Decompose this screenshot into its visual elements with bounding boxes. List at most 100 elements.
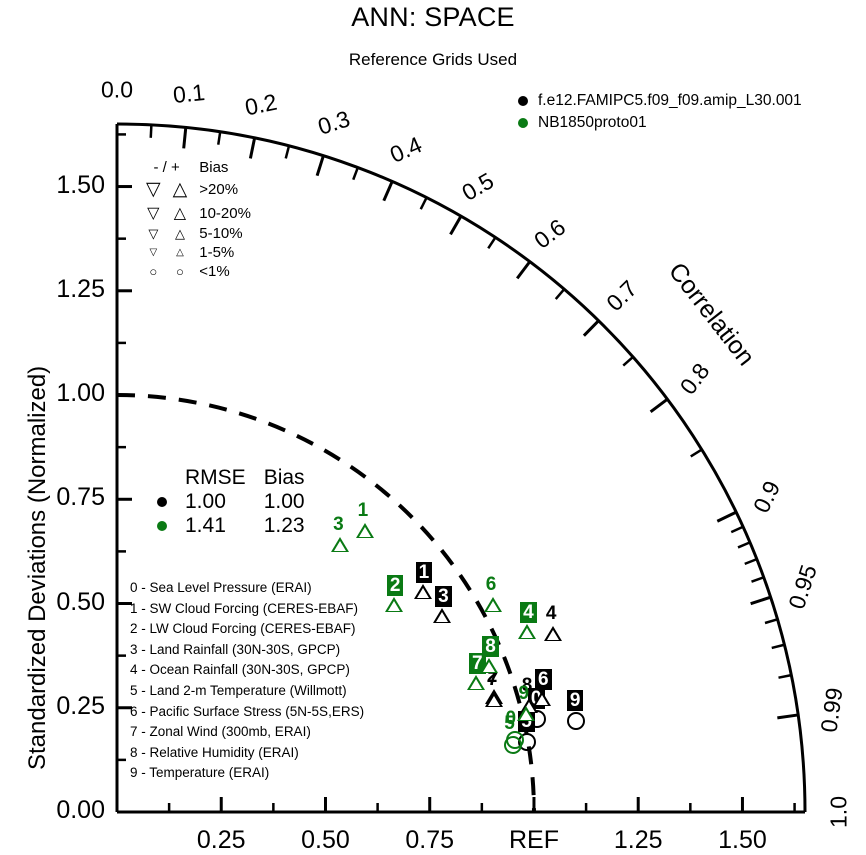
data-point-label: 2 <box>386 575 404 597</box>
reference-std-arc <box>116 393 536 813</box>
data-point-label: 8 <box>521 675 533 697</box>
bias-positive-marker-icon: △ <box>174 225 185 241</box>
y-axis-tick-label: 1.50 <box>56 170 105 199</box>
x-axis-tick-label: 0.50 <box>301 826 350 854</box>
y-axis-tick-label: 0.00 <box>56 796 105 824</box>
triangle-inner-fill <box>358 527 371 538</box>
bias-negative-marker-icon: ▽ <box>149 247 158 258</box>
outer-correlation-arc <box>116 122 807 813</box>
correlation-minor-tick <box>149 124 153 138</box>
data-point-marker-triangle-icon <box>543 625 562 641</box>
correlation-tick <box>449 215 463 236</box>
data-point-label: 3 <box>435 585 452 607</box>
bias-negative-marker-icon: ▽ <box>146 179 161 200</box>
triangle-inner-fill <box>546 629 559 640</box>
bias-size-legend: - / + Bias ▽ △ >20% ▽ △ 10-20% ▽ △ 5-10% ▽ △ 1-5% ○ ○ <1… <box>140 158 257 281</box>
data-point-label: 9 <box>518 683 530 705</box>
triangle-inner-fill <box>521 628 534 639</box>
variable-key-item: 5 - Land 2-m Temperature (Willmott) <box>130 682 347 698</box>
correlation-tick <box>716 510 737 523</box>
correlation-tick <box>248 137 257 159</box>
bias-legend-row: ▽ △ 5-10% <box>140 224 257 243</box>
correlation-minor-tick <box>764 618 778 625</box>
bias-legend-row: ▽ △ >20% <box>140 177 257 202</box>
bias-legend-row: ▽ △ 10-20% <box>140 202 257 224</box>
y-axis-tick-label: 1.00 <box>56 379 105 408</box>
data-point-label: 4 <box>520 602 537 624</box>
correlation-tick-label: 0.0 <box>101 76 133 103</box>
bias-negative-marker-icon: ○ <box>149 264 158 279</box>
correlation-tick <box>582 319 600 337</box>
stats-bias-header: Bias <box>263 466 305 489</box>
triangle-inner-fill <box>486 601 499 612</box>
x-axis-tick-label: 1.25 <box>613 826 663 854</box>
variable-key-item: 2 - LW Cloud Forcing (CERES-EBAF) <box>130 621 356 637</box>
data-point-label: 3 <box>333 514 344 536</box>
stats-legend-spacer <box>148 466 176 490</box>
correlation-tick <box>382 180 394 202</box>
page-subtitle: Reference Grids Used <box>348 50 518 69</box>
stats-bias-value: 1.23 <box>263 514 305 537</box>
bias-legend-header: - / + Bias <box>140 158 257 177</box>
data-point-marker-triangle-icon <box>485 692 504 707</box>
y-axis-title: Standardized Deviations (Normalized) <box>24 365 51 770</box>
stats-bias-value: 1.00 <box>263 490 305 513</box>
variable-key-item: 7 - Zonal Wind (300mb, ERAI) <box>130 724 311 740</box>
data-point-marker-triangle-icon <box>516 706 535 722</box>
variable-key-item: 6 - Pacific Surface Stress (5N-5S,ERS) <box>130 703 365 719</box>
stats-rmse-value: 1.41 <box>185 514 226 537</box>
stats-color-dot <box>157 521 167 532</box>
data-point-label: 0 <box>505 708 517 730</box>
model-legend-item: f.e12.FAMIPC5.f09_f09.amip_L30.001 <box>518 92 802 110</box>
bias-positive-marker-icon: △ <box>172 179 188 200</box>
correlation-minor-tick <box>730 525 744 534</box>
data-point-label: 2 <box>486 666 498 688</box>
data-point-marker-triangle-icon <box>467 674 486 690</box>
triangle-inner-fill <box>519 710 532 721</box>
bias-legend-label: <1% <box>199 263 230 280</box>
data-point-label: 9 <box>566 690 584 712</box>
stats-legend-row: 1.00 1.00 <box>148 490 314 514</box>
correlation-minor-tick <box>622 355 634 367</box>
stats-rmse-value: 1.00 <box>185 490 226 513</box>
correlation-minor-tick <box>771 643 785 650</box>
correlation-minor-tick <box>487 236 497 249</box>
data-point-label: 4 <box>545 602 557 624</box>
variable-key-item: 8 - Relative Humidity (ERAI) <box>130 744 299 760</box>
data-point-marker-triangle-icon <box>433 607 452 623</box>
data-point-label: 1 <box>415 561 433 583</box>
triangle-inner-fill <box>488 696 501 706</box>
data-point-marker-triangle-icon <box>355 523 374 539</box>
variable-key-item: 1 - SW Cloud Forcing (CERES-EBAF) <box>130 600 359 616</box>
bias-positive-marker-icon: ○ <box>176 264 184 279</box>
x-axis-tick-label: 0.75 <box>405 826 455 854</box>
triangle-inner-fill <box>436 611 449 622</box>
correlation-tick-label: 0.2 <box>243 88 280 121</box>
triangle-inner-fill <box>416 587 429 598</box>
correlation-tick-label: 1.0 <box>825 796 852 828</box>
y-axis-tick-label: 0.25 <box>56 691 105 720</box>
variable-key-list: 0 - Sea Level Pressure (ERAI) 1 - SW Clou… <box>130 578 364 784</box>
bias-positive-marker-icon: △ <box>173 205 187 222</box>
data-point-marker-triangle-icon <box>483 597 502 613</box>
model-legend-label: f.e12.FAMIPC5.f09_f09.amip_L30.001 <box>538 92 802 109</box>
bias-legend-row: ▽ △ 1-5% <box>140 243 257 262</box>
page-title: ANN: SPACE <box>351 2 515 32</box>
bias-legend-sign-header: - / + <box>153 159 180 176</box>
bias-legend-label: 10-20% <box>199 204 251 222</box>
bias-legend-label: >20% <box>199 181 239 198</box>
variable-key-item: 4 - Ocean Rainfall (30N-30S, GPCP) <box>130 662 350 678</box>
triangle-inner-fill <box>387 601 400 612</box>
y-axis-tick-label: 0.75 <box>56 483 105 512</box>
data-point-marker-triangle-icon <box>480 657 499 673</box>
correlation-minor-tick <box>744 557 758 566</box>
correlation-tick-label: 0.1 <box>171 78 207 108</box>
stats-legend-row: 1.41 1.23 <box>148 514 314 538</box>
data-point-marker-triangle-icon <box>384 597 403 613</box>
data-point-label: 6 <box>485 574 497 596</box>
triangle-inner-fill <box>334 541 347 552</box>
correlation-tick <box>315 155 325 177</box>
correlation-tick <box>649 398 669 413</box>
